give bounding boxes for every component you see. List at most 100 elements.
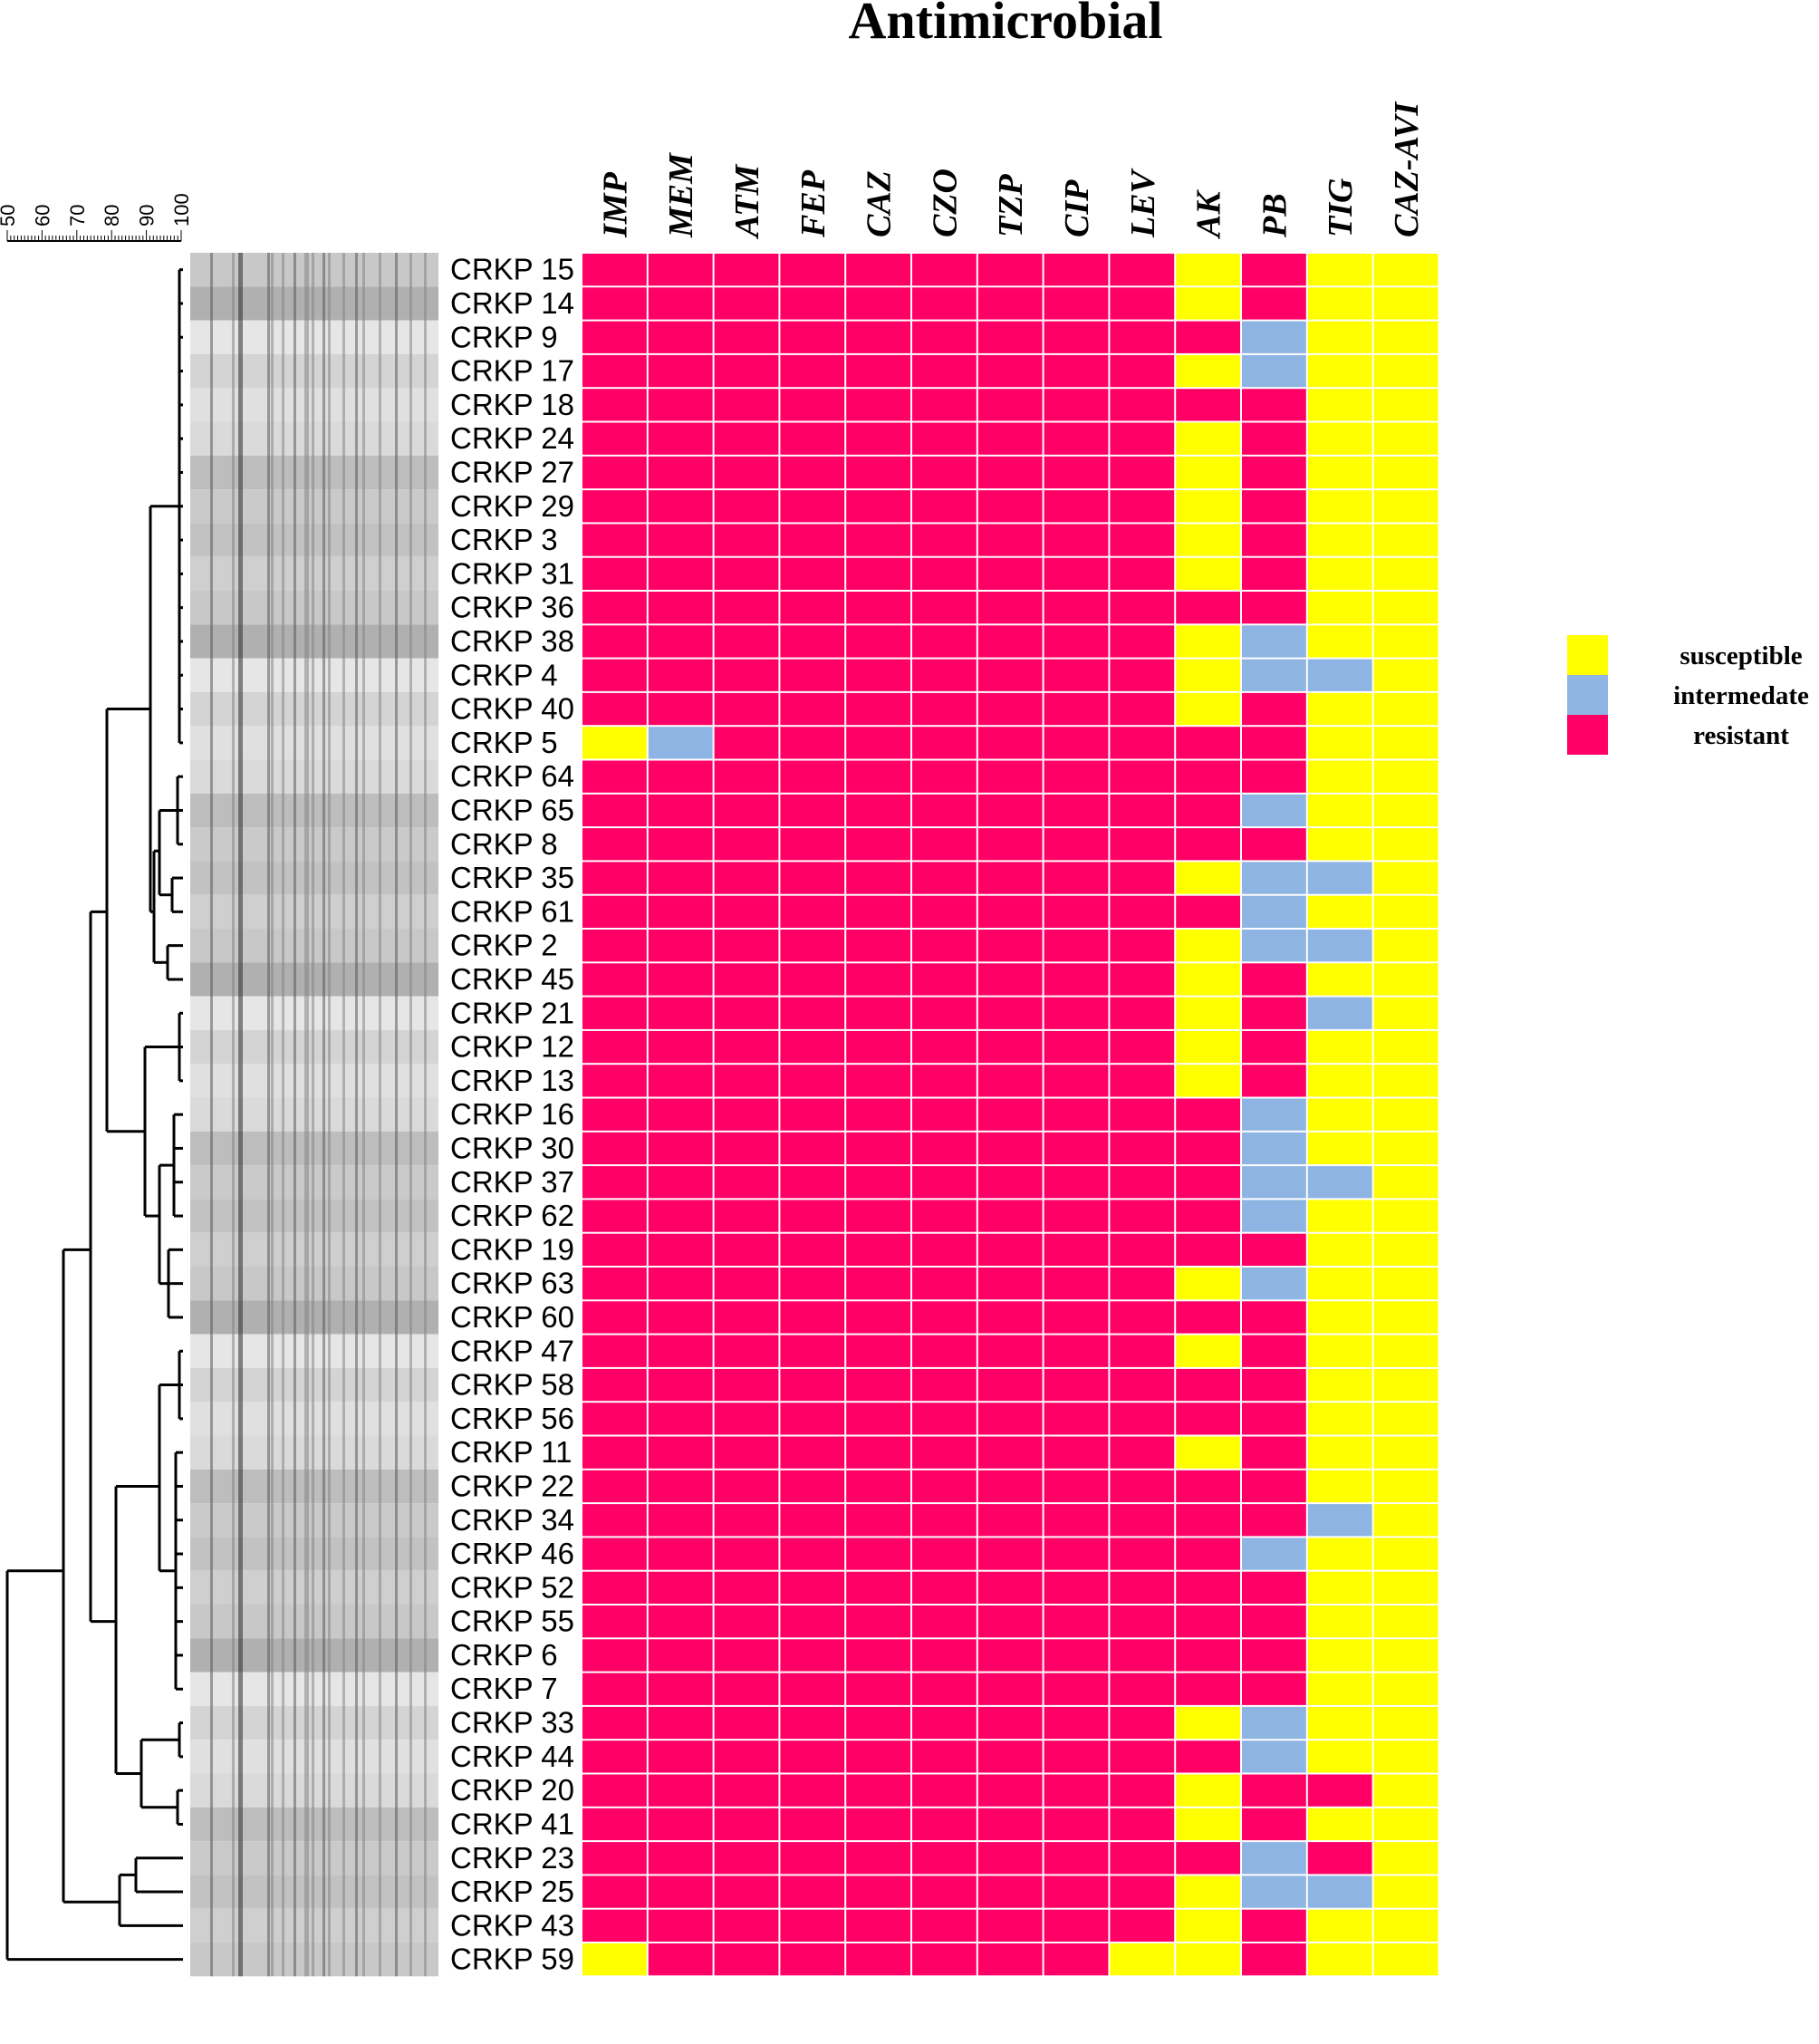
heatmap-cell: [714, 422, 779, 455]
isolate-label: CRKP 41: [450, 1807, 574, 1840]
heatmap-cell: [846, 1774, 910, 1807]
heatmap-cell: [846, 1673, 910, 1705]
heatmap-cell: [1110, 963, 1175, 996]
heatmap-cell: [1044, 1368, 1109, 1402]
heatmap-cell: [582, 760, 647, 793]
heatmap-cell: [1044, 625, 1109, 658]
heatmap-cell: [1110, 1065, 1175, 1097]
heatmap-cell: [582, 490, 647, 523]
heatmap-cell: [1044, 997, 1109, 1029]
heatmap-cell: [1307, 1909, 1372, 1942]
heatmap-cell: [846, 1166, 910, 1199]
heatmap-cell: [582, 659, 647, 691]
heatmap-cell: [1307, 997, 1372, 1029]
heatmap-cell: [977, 1335, 1043, 1367]
heatmap-cell: [648, 1538, 713, 1570]
heatmap-cell: [582, 1065, 647, 1097]
heatmap-cell: [780, 862, 845, 894]
heatmap-cell: [1110, 1436, 1175, 1469]
heatmap-cell: [846, 1808, 910, 1841]
heatmap-cell: [1110, 1098, 1175, 1131]
legend-label: susceptible: [1679, 641, 1802, 670]
heatmap-cell: [582, 1132, 647, 1165]
heatmap-cell: [714, 456, 779, 489]
heatmap-cell: [1307, 490, 1372, 523]
heatmap-cell: [780, 1166, 845, 1199]
heatmap-cell: [912, 1335, 977, 1367]
heatmap-cell: [1373, 930, 1439, 962]
heatmap-cell: [1373, 592, 1439, 624]
heatmap-cell: [780, 1538, 845, 1570]
scale-tick-label: 50: [0, 205, 19, 227]
heatmap-cell: [648, 1571, 713, 1604]
heatmap-cell: [648, 1335, 713, 1367]
heatmap-cell: [582, 1301, 647, 1334]
isolate-label: CRKP 40: [450, 692, 574, 726]
heatmap-cell: [846, 1098, 910, 1131]
heatmap-cell: [846, 828, 910, 861]
heatmap-cell: [714, 1538, 779, 1570]
heatmap-cell: [1307, 254, 1372, 286]
isolate-label: CRKP 24: [450, 421, 574, 455]
heatmap-cell: [1242, 997, 1306, 1029]
heatmap-cell: [648, 1436, 713, 1469]
heatmap-cell: [780, 1740, 845, 1773]
heatmap-cell: [714, 557, 779, 590]
isolate-label: CRKP 9: [450, 320, 558, 353]
heatmap-cell: [582, 963, 647, 996]
gel-band: [362, 253, 365, 1977]
heatmap-cell: [780, 456, 845, 489]
heatmap-cell: [1373, 557, 1439, 590]
gel-band: [379, 253, 381, 1977]
heatmap-cell: [582, 1098, 647, 1131]
heatmap-cell: [582, 1673, 647, 1705]
heatmap-cell: [1242, 1571, 1306, 1604]
heatmap-cell: [648, 895, 713, 928]
heatmap-cell: [977, 557, 1043, 590]
isolate-label: CRKP 46: [450, 1537, 574, 1570]
heatmap-cell: [912, 1808, 977, 1841]
heatmap-cell: [846, 389, 910, 421]
isolate-label: CRKP 25: [450, 1875, 574, 1908]
heatmap-cell: [846, 490, 910, 523]
heatmap-cell: [1373, 1909, 1439, 1942]
heatmap-cell: [1044, 1943, 1109, 1976]
heatmap-cell: [1176, 1808, 1240, 1841]
heatmap-cell: [1242, 1030, 1306, 1064]
pfge-gel-strip: [190, 253, 438, 1977]
heatmap-cell: [714, 1470, 779, 1503]
heatmap-cell: [1110, 354, 1175, 388]
heatmap-cell: [977, 1538, 1043, 1570]
heatmap-cell: [582, 1436, 647, 1469]
heatmap-cell: [714, 1909, 779, 1942]
heatmap-cell: [1110, 321, 1175, 353]
heatmap-cell: [1373, 1605, 1439, 1638]
antimicrobial-label: CIP: [1058, 179, 1096, 237]
isolate-label: CRKP 59: [450, 1943, 574, 1976]
heatmap-cell: [977, 1065, 1043, 1097]
heatmap-cell: [912, 1470, 977, 1503]
heatmap-cell: [977, 692, 1043, 726]
antimicrobial-label: CAZ: [861, 170, 899, 237]
heatmap-cell: [1044, 557, 1109, 590]
heatmap-cell: [780, 1268, 845, 1300]
heatmap-cell: [714, 1065, 779, 1097]
heatmap-cell: [648, 692, 713, 726]
heatmap-cell: [1044, 727, 1109, 759]
heatmap-cell: [912, 287, 977, 320]
heatmap-cell: [977, 1368, 1043, 1402]
heatmap-cell: [648, 557, 713, 590]
heatmap-cell: [1307, 1842, 1372, 1875]
heatmap-cell: [846, 963, 910, 996]
heatmap-cell: [780, 592, 845, 624]
heatmap-cell: [1176, 1166, 1240, 1199]
heatmap-cell: [912, 1065, 977, 1097]
antimicrobial-labels: IMP MEM ATM FEP CAZ CZO TZP CIP LEV AK PB TIG CAZ-AV…: [596, 101, 1426, 239]
heatmap-cell: [780, 1605, 845, 1638]
heatmap-cell: [1242, 1673, 1306, 1705]
heatmap-cell: [1307, 930, 1372, 962]
heatmap-cell: [977, 794, 1043, 827]
heatmap-cell: [780, 1368, 845, 1402]
heatmap-cell: [780, 1639, 845, 1672]
